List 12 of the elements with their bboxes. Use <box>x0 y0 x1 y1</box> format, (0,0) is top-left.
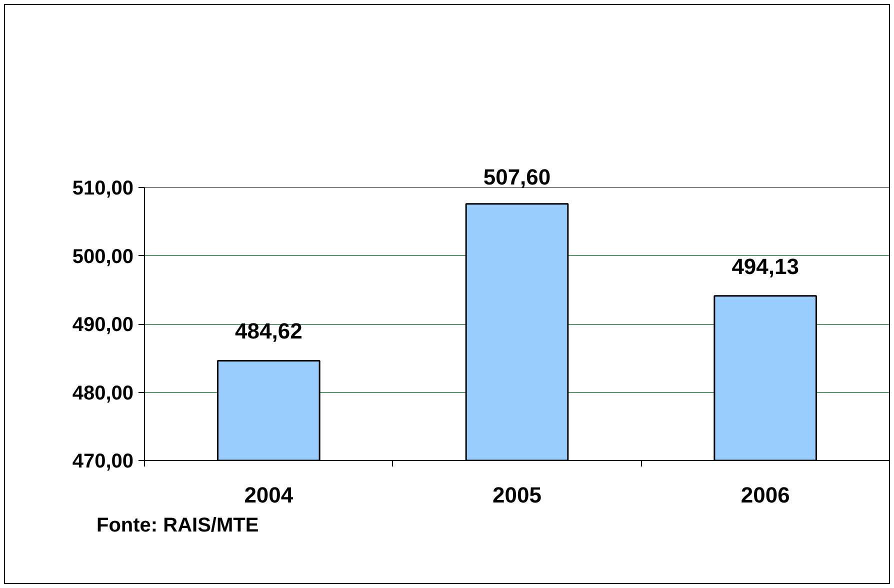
y-tick-label: 480,00 <box>72 382 134 404</box>
x-tick-label: 2005 <box>492 482 542 508</box>
x-tick-label: 2004 <box>244 482 294 508</box>
y-tick-label: 470,00 <box>72 450 134 472</box>
source-note: Fonte: RAIS/MTE <box>96 514 259 536</box>
x-tick-label: 2006 <box>740 482 790 508</box>
y-tick-label: 500,00 <box>72 246 134 268</box>
data-label: 484,62 <box>235 318 302 344</box>
data-label: 507,60 <box>483 164 551 190</box>
y-tick-label: 490,00 <box>72 314 134 336</box>
y-tick-label: 510,00 <box>72 178 134 200</box>
data-label: 494,13 <box>732 254 799 279</box>
